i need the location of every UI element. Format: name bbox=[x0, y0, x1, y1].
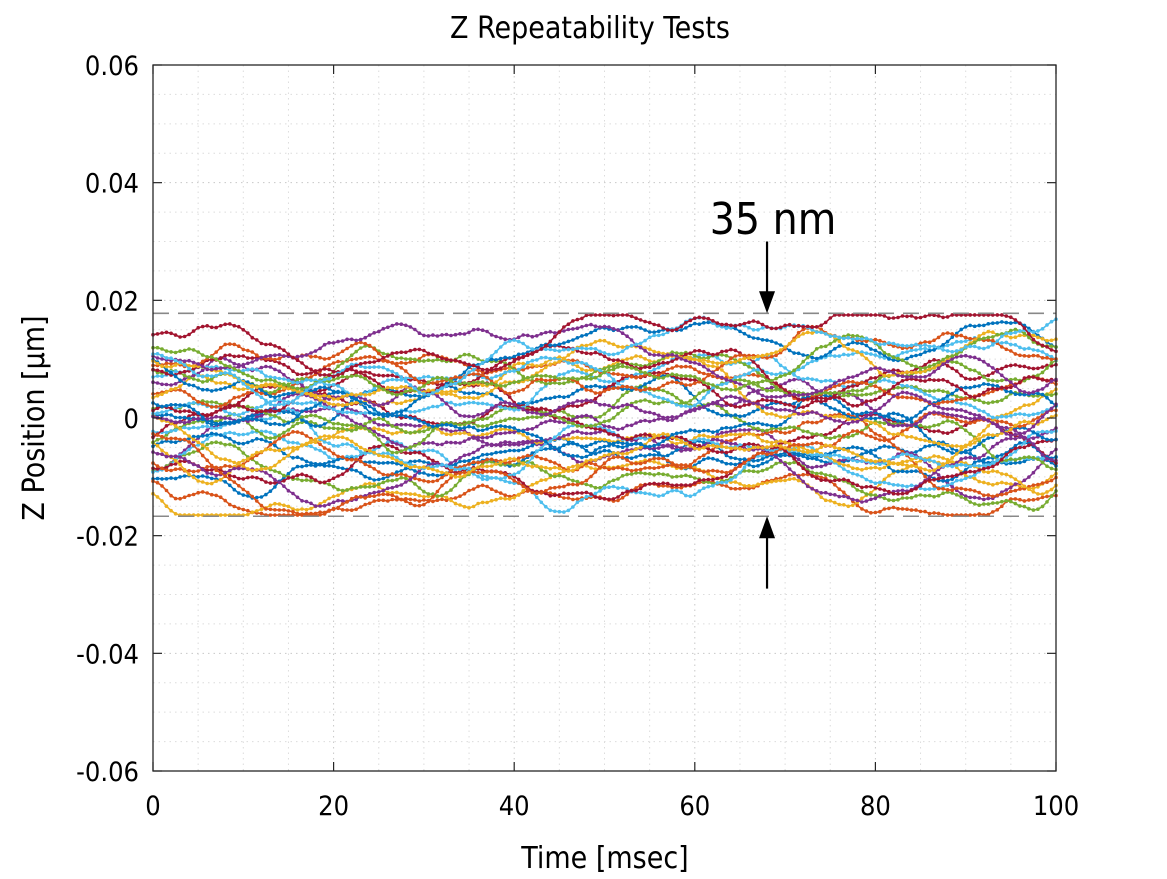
span-annotation-label: 35 nm bbox=[710, 194, 837, 245]
arrow-head bbox=[759, 516, 776, 539]
series-19 bbox=[151, 377, 1058, 455]
series-17 bbox=[151, 387, 1058, 479]
series-markers bbox=[151, 343, 1058, 408]
series-markers bbox=[151, 424, 1058, 497]
series-25 bbox=[151, 355, 1058, 438]
y-axis-title: Z Position [μm] bbox=[17, 315, 52, 520]
series-markers bbox=[151, 384, 1058, 472]
series-16 bbox=[151, 408, 1058, 516]
x-tick-label: 80 bbox=[860, 791, 891, 822]
y-tick-label: 0 bbox=[124, 404, 139, 435]
series-28 bbox=[151, 343, 1058, 408]
series-35 bbox=[151, 313, 1058, 379]
x-tick-label: 20 bbox=[318, 791, 349, 822]
series-markers bbox=[151, 454, 1058, 517]
arrow-down bbox=[759, 241, 776, 314]
reference-lines bbox=[153, 312, 1056, 518]
x-tick-label: 40 bbox=[499, 791, 530, 822]
series-20 bbox=[151, 353, 1058, 420]
annotations: 35 nm bbox=[710, 194, 837, 589]
series-markers bbox=[151, 387, 1058, 479]
axis-ticks: 0 20 40 60 80 100 -0.06 -0.04 -0.02 0 0.02 0.04 0.06 bbox=[76, 51, 1079, 822]
series-markers bbox=[151, 412, 1058, 499]
series-markers bbox=[151, 353, 1058, 420]
series-markers bbox=[151, 431, 1058, 483]
y-tick-label: 0.06 bbox=[85, 51, 139, 82]
y-tick-label: 0.02 bbox=[85, 286, 139, 317]
arrow-up bbox=[759, 516, 776, 589]
series-8 bbox=[151, 431, 1058, 483]
y-tick-label: -0.04 bbox=[76, 639, 139, 670]
arrow-head bbox=[759, 291, 776, 314]
x-tick-label: 60 bbox=[679, 791, 710, 822]
series-13 bbox=[151, 407, 1058, 481]
series-34 bbox=[151, 315, 1058, 408]
y-tick-label: 0.04 bbox=[85, 169, 139, 200]
y-tick-label: -0.06 bbox=[76, 757, 139, 788]
data-series bbox=[151, 313, 1058, 517]
series-32 bbox=[151, 322, 1058, 400]
series-33 bbox=[151, 327, 1058, 397]
series-15 bbox=[151, 373, 1058, 456]
series-5 bbox=[151, 440, 1058, 512]
series-markers bbox=[151, 344, 1058, 397]
series-markers bbox=[151, 412, 1058, 502]
series-markers bbox=[151, 327, 1058, 397]
series-26 bbox=[151, 344, 1058, 397]
x-axis-title: Time [msec] bbox=[520, 841, 688, 876]
series-7 bbox=[151, 412, 1058, 502]
x-tick-label: 0 bbox=[145, 791, 160, 822]
series-markers bbox=[151, 313, 1058, 379]
x-tick-label: 100 bbox=[1033, 791, 1079, 822]
chart-title: Z Repeatability Tests bbox=[450, 11, 730, 46]
series-markers bbox=[151, 355, 1058, 438]
y-tick-label: -0.02 bbox=[76, 522, 139, 553]
series-markers bbox=[151, 408, 1058, 516]
series-22 bbox=[151, 382, 1058, 460]
